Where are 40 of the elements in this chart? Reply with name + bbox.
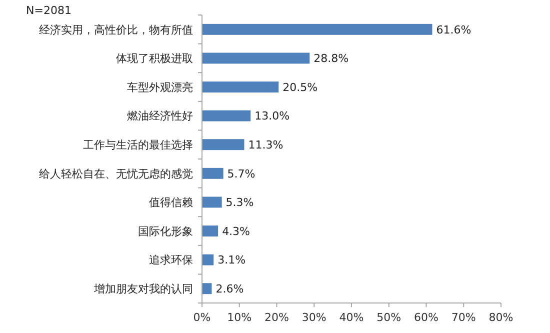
data-label: 11.3% [248, 138, 284, 152]
text: N=2081 [26, 4, 72, 17]
y-tick-label: 给人轻松自在、无忧无虑的感觉 [39, 167, 193, 180]
data-label: 28.8% [314, 52, 349, 66]
y-tick-label: 工作与生活的最佳选择 [83, 138, 193, 152]
data-label: 2.6% [216, 282, 244, 296]
y-tick-label: 国际化形象 [138, 224, 193, 238]
x-tick-label: 30% [302, 311, 326, 324]
data-label: 20.5% [282, 80, 318, 94]
y-tick-label: 燃油经济性好 [127, 110, 193, 123]
data-label: 4.3% [222, 224, 250, 238]
y-tick-label: 值得信赖 [149, 196, 193, 210]
y-tick-label: 追求环保 [149, 254, 193, 267]
bar [202, 283, 212, 294]
x-tick-label: 60% [414, 311, 438, 324]
x-tick-label: 0% [193, 311, 211, 324]
x-tick-label: 20% [264, 311, 289, 324]
x-tick-label: 10% [227, 311, 252, 324]
bar [202, 226, 218, 236]
bar [202, 110, 251, 122]
data-label: 13.0% [254, 110, 290, 123]
bar [202, 139, 244, 150]
x-tick-label: 40% [339, 311, 364, 324]
data-label: 5.3% [226, 196, 254, 210]
x-tick-label: 50% [376, 311, 402, 324]
bar [202, 82, 279, 92]
y-tick-label: 增加朋友对我的认同 [93, 282, 193, 296]
bar [202, 52, 310, 64]
x-tick-label: 80% [488, 311, 514, 324]
x-tick-label: 70% [451, 311, 476, 324]
bar [202, 254, 214, 266]
y-tick-label: 经济实用，高性价比，物有所值 [39, 23, 193, 36]
bar [202, 196, 222, 208]
y-tick-label: 车型外观漂亮 [127, 80, 193, 94]
data-label: 5.7% [227, 167, 256, 180]
data-label: 3.1% [218, 254, 246, 267]
data-label: 61.6% [436, 23, 472, 36]
bar [202, 168, 224, 179]
y-tick-label: 体现了积极进取 [116, 52, 193, 66]
bar [202, 24, 432, 35]
